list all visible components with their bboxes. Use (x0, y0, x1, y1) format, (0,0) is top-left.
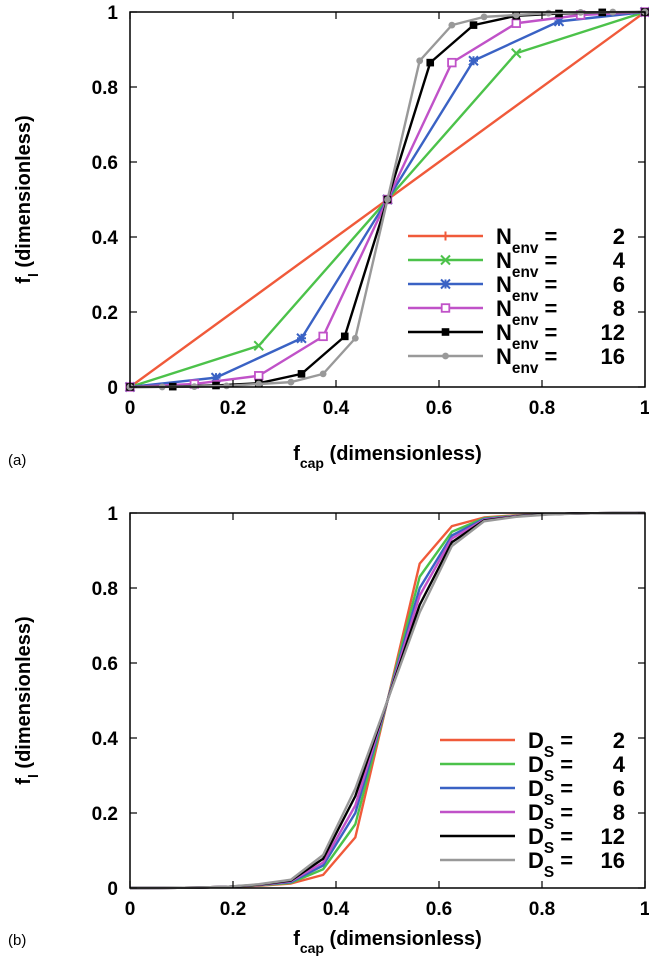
legend: Nenv = 2 Nenv = 4 Nenv = 6 Nenv = 8 Nenv = 12 Nenv… (408, 224, 626, 377)
legend-marker (440, 303, 451, 313)
legend-label: DS = (528, 848, 573, 881)
legend-value: 12 (601, 320, 625, 345)
legend-marker (441, 231, 450, 241)
plot-frame (129, 11, 646, 388)
legend-value: 6 (613, 776, 625, 801)
y-tick-label: 0.2 (92, 303, 118, 324)
x-tick-label: 0.8 (529, 398, 555, 419)
x-tick-label: 0.6 (426, 899, 452, 920)
data-point (254, 371, 264, 381)
x-axis-label: fcap (dimensionless) (293, 928, 482, 956)
data-point (512, 11, 520, 19)
x-tick-label: 0.4 (323, 398, 350, 419)
y-axis-label: fl (dimensionless) (13, 115, 41, 283)
chart-panel-a: 0 0.2 0.4 0.6 0.8 1 0 0.2 0.4 0.6 0.8 1 fcap (dimens… (8, 3, 649, 471)
legend-value: 4 (613, 752, 626, 777)
y-tick-label: 0.8 (92, 78, 118, 99)
data-point (469, 21, 478, 29)
data-point (210, 372, 222, 383)
data-point (223, 382, 230, 390)
data-point (318, 331, 328, 342)
y-tick-label: 1 (107, 3, 118, 24)
legend-value: 16 (601, 344, 625, 369)
x-tick-label: 0 (125, 398, 136, 419)
data-point (448, 21, 456, 29)
x-tick-label: 0.4 (323, 899, 350, 920)
x-tick-label: 1 (640, 899, 649, 920)
data-point (447, 57, 457, 68)
legend-marker (440, 254, 451, 266)
legend-marker (440, 278, 451, 290)
y-tick-label: 0.6 (92, 153, 118, 174)
y-axis-label: fl (dimensionless) (13, 616, 41, 784)
plot-frame (129, 512, 646, 889)
legend-label: Nenv = (496, 344, 557, 377)
data-point (545, 9, 552, 17)
legend-marker (441, 328, 450, 336)
data-point (340, 332, 349, 341)
data-point (511, 18, 521, 28)
legend-label: Nenv = (496, 320, 557, 353)
data-point (480, 13, 488, 21)
data-point (319, 370, 327, 378)
legend-label: Nenv = (496, 272, 557, 305)
legend-value: 8 (613, 296, 625, 321)
data-point (511, 48, 522, 59)
data-point (468, 55, 479, 66)
legend-label: Nenv = (496, 224, 557, 257)
legend-label: Nenv = (496, 296, 557, 329)
legend-label: Nenv = (496, 248, 557, 281)
y-tick-label: 0.2 (92, 804, 118, 825)
legend-label: DS = (528, 824, 573, 857)
data-point (297, 370, 306, 378)
legend-value: 4 (613, 248, 626, 273)
chart-panel-b: 0 0.2 0.4 0.6 0.8 1 0 0.2 0.4 0.6 0.8 1 fcap (dimens… (8, 504, 649, 956)
y-tick-label: 0.4 (92, 228, 119, 249)
legend-label: DS = (528, 728, 573, 761)
y-tick-label: 0.8 (92, 579, 118, 600)
y-tick-label: 1 (107, 504, 118, 525)
legend-value: 2 (613, 224, 625, 249)
y-tick-label: 0.4 (92, 729, 119, 750)
series-line-16 (129, 511, 646, 890)
legend-value: 8 (613, 800, 625, 825)
legend-value: 2 (613, 728, 625, 753)
y-tick-label: 0 (107, 378, 118, 399)
x-tick-label: 0.2 (220, 398, 246, 419)
data-point (553, 16, 565, 27)
legend-label: DS = (528, 752, 573, 785)
legend-value: 6 (613, 272, 625, 297)
x-tick-label: 0.2 (220, 899, 246, 920)
panel-label: (b) (8, 932, 26, 949)
data-point (416, 57, 424, 65)
x-tick-label: 0.8 (529, 899, 555, 920)
panel-label: (a) (8, 452, 26, 469)
legend-label: DS = (528, 776, 573, 809)
data-point (296, 333, 307, 344)
legend-label: DS = (528, 800, 573, 833)
legend: DS = 2 DS = 4 DS = 6 DS = 8 DS = 12 DS = 16 (440, 728, 626, 881)
y-tick-label: 0.6 (92, 654, 118, 675)
data-point (253, 340, 264, 351)
legend-marker (442, 352, 449, 360)
data-point (426, 58, 435, 67)
data-point (384, 196, 391, 203)
x-tick-label: 1 (640, 398, 649, 419)
data-point (351, 334, 359, 342)
data-point (255, 380, 263, 388)
x-tick-label: 0 (125, 899, 136, 920)
x-tick-label: 0.6 (426, 398, 452, 419)
legend-value: 12 (601, 824, 625, 849)
data-point (287, 378, 295, 386)
x-axis-label: fcap (dimensionless) (293, 443, 482, 471)
legend-value: 16 (601, 848, 625, 873)
y-tick-label: 0 (107, 879, 118, 900)
